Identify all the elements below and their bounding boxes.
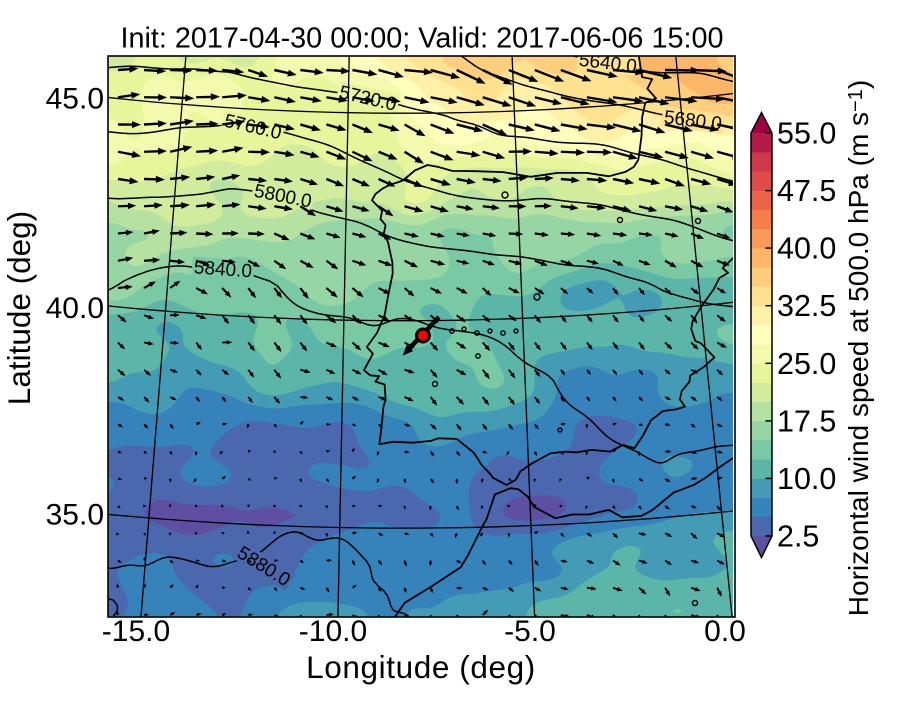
svg-text:45.0: 45.0 [46,83,104,116]
svg-text:0.0: 0.0 [704,615,746,648]
svg-text:Init: 2017-04-30 00:00; Valid:: Init: 2017-04-30 00:00; Valid: 2017-06-0… [120,23,723,55]
svg-text:Latitude (deg): Latitude (deg) [1,211,37,405]
svg-text:40.0: 40.0 [777,232,836,266]
svg-text:Horizontal wind speed at 500.0: Horizontal wind speed at 500.0 hPa (m s−… [843,80,874,616]
svg-text:Longitude (deg): Longitude (deg) [306,649,536,685]
svg-text:25.0: 25.0 [777,347,836,381]
svg-text:17.5: 17.5 [777,404,836,438]
svg-text:32.5: 32.5 [777,289,836,323]
svg-text:40.0: 40.0 [46,292,104,325]
svg-text:35.0: 35.0 [46,499,104,532]
svg-text:2.5: 2.5 [777,520,819,554]
svg-text:-10.0: -10.0 [299,615,367,648]
svg-text:10.0: 10.0 [777,462,836,496]
svg-text:47.5: 47.5 [777,174,836,208]
svg-text:55.0: 55.0 [777,117,836,151]
svg-text:-15.0: -15.0 [102,615,170,648]
svg-text:-5.0: -5.0 [504,615,556,648]
